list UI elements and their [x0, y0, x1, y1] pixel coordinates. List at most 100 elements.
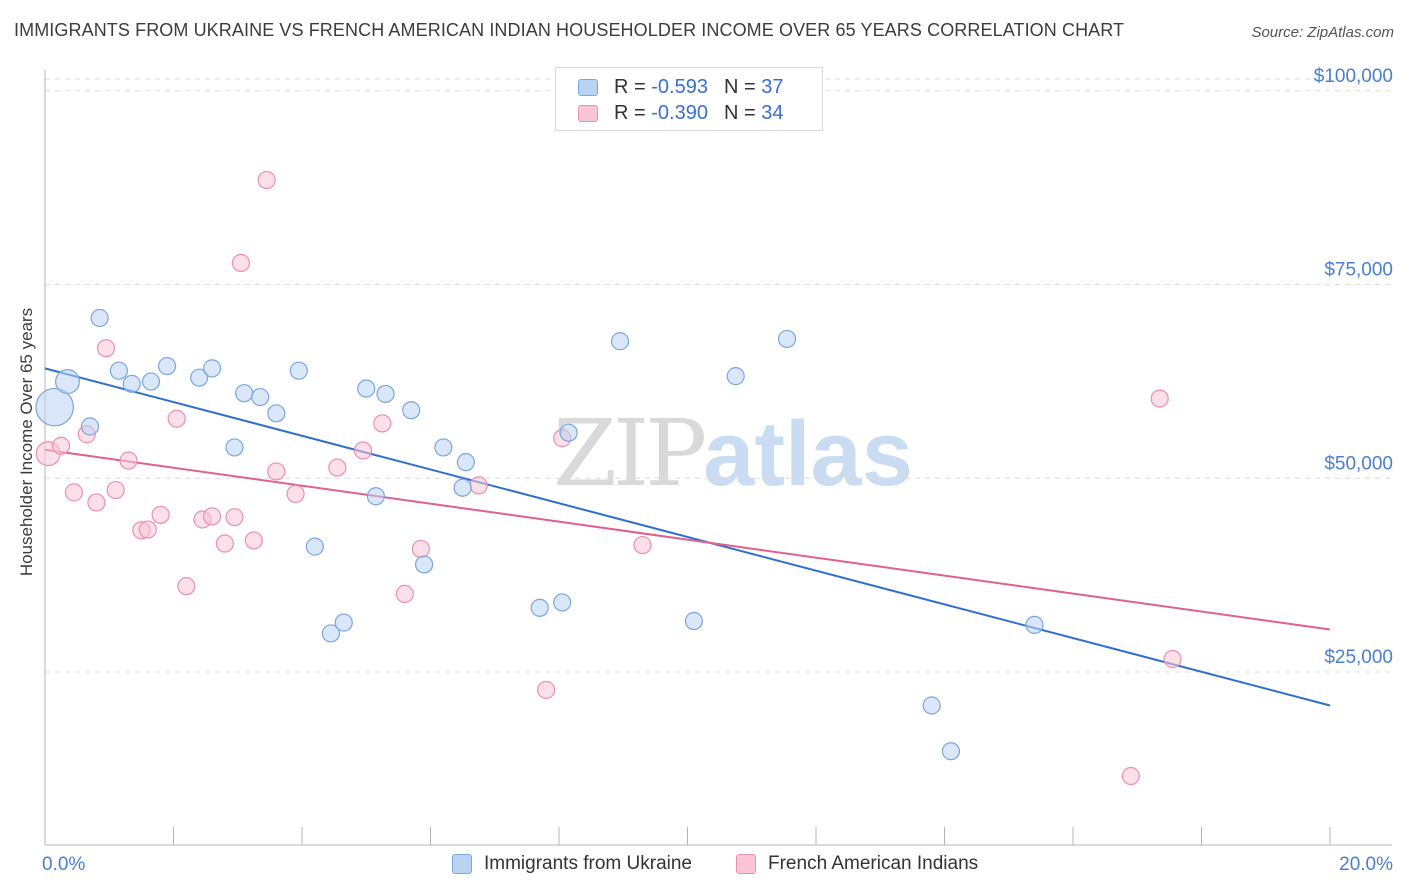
- tick-labels: $25,000 $50,000 $75,000 $100,000 0.0% 20.0%: [42, 66, 1393, 875]
- ukraine-point: [726, 367, 745, 386]
- legend-ukraine-swatch: [452, 854, 472, 874]
- ukraine-point: [376, 384, 395, 404]
- french-point: [633, 535, 652, 555]
- ukraine-point: [357, 379, 376, 398]
- ukraine-swatch: [578, 78, 598, 96]
- ukraine-point: [334, 613, 353, 632]
- legend-item-ukraine: Immigrants from Ukraine: [452, 852, 692, 876]
- french-point: [328, 458, 347, 477]
- y-axis-label: Householder Income Over 65 years: [17, 308, 36, 576]
- ukraine-point: [321, 624, 341, 643]
- ukraine-point: [267, 404, 286, 423]
- legend-row-ukraine: R = -0.593 N = 37: [578, 74, 783, 100]
- legend-french-label: French American Indians: [768, 853, 979, 874]
- french-point: [411, 539, 430, 559]
- french-point: [231, 253, 251, 273]
- french-point: [106, 480, 125, 500]
- legend-item-french: French American Indians: [736, 852, 978, 876]
- french-point: [51, 436, 71, 455]
- ukraine-point: [305, 537, 324, 556]
- ukraine-point: [289, 361, 308, 380]
- french-point: [1150, 389, 1169, 408]
- ukraine-point: [157, 356, 177, 376]
- x-tick-label: 0.0%: [42, 854, 85, 875]
- legend-ukraine-label: Immigrants from Ukraine: [484, 853, 692, 874]
- french-point: [138, 520, 157, 539]
- ukraine-point: [122, 374, 141, 393]
- ukraine-point: [190, 368, 209, 387]
- french-n-value: 34: [761, 101, 784, 124]
- ukraine-point: [456, 453, 475, 472]
- french-point: [537, 680, 556, 700]
- french-point: [244, 531, 263, 550]
- french-point: [286, 484, 305, 504]
- french-point: [395, 584, 414, 604]
- french-point: [469, 476, 488, 495]
- ukraine-point: [610, 332, 630, 351]
- gridlines: [45, 78, 1392, 673]
- french-swatch: [578, 104, 598, 122]
- ukraine-point: [684, 611, 704, 631]
- french-point: [202, 507, 222, 526]
- french-point: [225, 508, 244, 527]
- ukraine-n-value: 37: [761, 75, 784, 98]
- french-point: [87, 493, 106, 512]
- french-r-label: R =: [614, 101, 646, 124]
- correlation-legend: R = -0.593 N = 37 R = -0.390 N = 34: [555, 67, 823, 131]
- french-trend-line: [44, 448, 1331, 631]
- chart-title: IMMIGRANTS FROM UKRAINE VS FRENCH AMERIC…: [14, 20, 1125, 40]
- french-point: [215, 534, 234, 553]
- axes: [44, 70, 1392, 846]
- french-point: [96, 339, 116, 358]
- ukraine-point: [414, 555, 434, 574]
- trend-lines: [44, 367, 1331, 707]
- ukraine-point: [434, 438, 453, 457]
- ukraine-point: [922, 696, 941, 715]
- ukraine-point: [777, 329, 797, 349]
- ukraine-point: [35, 387, 74, 427]
- legend-french-swatch: [736, 854, 756, 874]
- french-point: [353, 441, 373, 460]
- y-tick-label: $25,000: [1324, 647, 1393, 668]
- ukraine-point: [109, 361, 128, 380]
- ukraine-point: [402, 401, 421, 420]
- legend-row-french: R = -0.390 N = 34: [578, 100, 783, 126]
- ukraine-point: [90, 308, 109, 328]
- french-point: [177, 577, 196, 596]
- ukraine-point: [251, 387, 270, 407]
- ukraine-point: [54, 369, 80, 395]
- french-point: [267, 462, 286, 481]
- french-point: [64, 483, 84, 502]
- ukraine-point: [235, 384, 254, 403]
- ukraine-point: [530, 598, 549, 617]
- ukraine-point: [366, 487, 385, 506]
- ukraine-point: [80, 417, 100, 436]
- french-point: [1121, 766, 1140, 786]
- french-point: [257, 170, 276, 190]
- ukraine-point: [202, 359, 222, 378]
- ukraine-r-value: -0.593: [651, 75, 708, 98]
- y-tick-label: $75,000: [1324, 260, 1393, 281]
- french-r-value: -0.390: [651, 101, 708, 124]
- x-tick-label: 20.0%: [1339, 854, 1393, 875]
- ukraine-point: [225, 438, 244, 457]
- ukraine-r-label: R =: [614, 75, 646, 98]
- ukraine-point: [559, 423, 578, 442]
- french-point: [167, 409, 186, 428]
- data-points: [35, 170, 1182, 786]
- french-n-label: N =: [723, 101, 756, 124]
- french-point: [119, 451, 138, 470]
- french-point: [151, 505, 170, 524]
- y-tick-label: $50,000: [1324, 453, 1393, 474]
- ukraine-point: [1025, 615, 1044, 635]
- source-credit: Source: ZipAtlas.com: [1251, 24, 1394, 41]
- y-tick-label: $100,000: [1314, 66, 1393, 87]
- ukraine-point: [941, 742, 961, 761]
- french-point: [1163, 649, 1182, 669]
- french-point: [373, 414, 392, 433]
- ukraine-point: [141, 372, 161, 391]
- ukraine-n-label: N =: [723, 75, 756, 98]
- ukraine-point: [453, 478, 472, 497]
- ukraine-trend-line: [44, 367, 1331, 707]
